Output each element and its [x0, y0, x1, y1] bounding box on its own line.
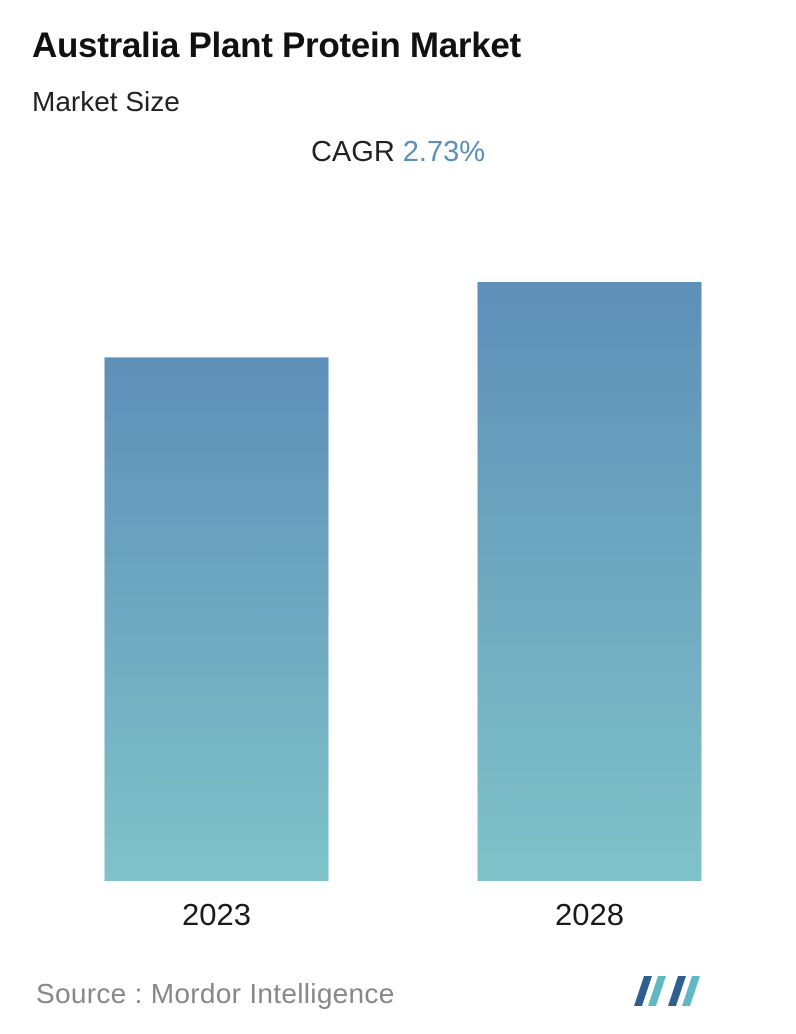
chart-title: Australia Plant Protein Market [32, 26, 521, 65]
source-credit: Source : Mordor Intelligence [36, 978, 395, 1010]
bar-group [104, 282, 702, 881]
x-tick-label-2028: 2028 [555, 897, 624, 932]
cagr-label: CAGR [310, 136, 395, 168]
bar-2028 [477, 282, 702, 881]
source-name: Mordor Intelligence [150, 978, 395, 1009]
cagr-value: 2.73% [402, 136, 486, 168]
x-tick-label-2023: 2023 [182, 897, 251, 932]
mordor-intelligence-logo-icon [634, 976, 700, 1006]
x-axis-tick-labels: 2023 2028 [182, 897, 624, 932]
bar-chart: 2023 2028 [104, 282, 702, 932]
source-label: Source : [36, 978, 143, 1009]
chart-subtitle: Market Size [32, 86, 180, 117]
bar-2023 [104, 357, 329, 881]
cagr-annotation: CAGR 2.73% [0, 136, 796, 169]
